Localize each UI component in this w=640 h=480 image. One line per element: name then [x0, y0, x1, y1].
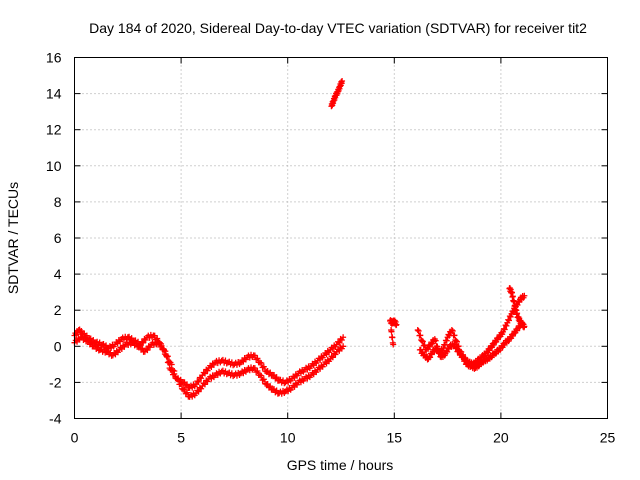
data-point	[267, 383, 274, 390]
x-tick-label: 10	[280, 430, 296, 446]
data-point	[435, 349, 442, 356]
data-point	[338, 336, 345, 343]
x-tick-label: 20	[493, 430, 509, 446]
x-tick-label: 15	[387, 430, 403, 446]
y-tick-label: 8	[54, 194, 62, 210]
data-point	[388, 328, 395, 335]
data-point	[457, 350, 464, 357]
y-tick-label: 2	[54, 302, 62, 318]
x-tick-label: 0	[71, 430, 79, 446]
data-point	[419, 338, 426, 345]
data-point	[448, 327, 455, 334]
x-tick-labels: 0 5 10 15 20 25	[71, 430, 616, 446]
data-point	[507, 313, 514, 320]
y-tick-label: 10	[46, 158, 62, 174]
y-tick-label: 14	[46, 86, 62, 102]
data-point	[169, 367, 176, 374]
data-point	[432, 337, 439, 344]
data-points	[71, 77, 528, 400]
data-point	[171, 368, 178, 375]
data-point	[198, 375, 205, 382]
y-axis-title: SDTVAR / TECUs	[5, 182, 21, 294]
data-point	[254, 355, 261, 362]
data-point	[258, 372, 265, 379]
grid-lines	[74, 57, 608, 419]
chart-title: Day 184 of 2020, Sidereal Day-to-day VTE…	[89, 20, 587, 36]
data-point	[259, 364, 266, 371]
data-point	[161, 346, 168, 353]
x-axis-title: GPS time / hours	[287, 457, 394, 473]
y-tick-label: 4	[54, 266, 62, 282]
data-point	[273, 374, 280, 381]
data-point	[173, 375, 180, 382]
y-tick-label: 16	[46, 50, 62, 66]
data-point	[184, 381, 191, 388]
data-point	[88, 339, 95, 346]
data-point	[390, 341, 397, 348]
axis-ticks	[74, 57, 608, 419]
data-point	[506, 317, 513, 324]
data-point	[340, 334, 347, 341]
data-point	[340, 343, 347, 350]
y-tick-labels: -4 -2 0 2 4 6 8 10 12 14 16	[46, 50, 62, 427]
data-point	[184, 389, 191, 396]
data-point	[164, 353, 171, 360]
x-tick-label: 25	[600, 430, 616, 446]
data-point	[162, 348, 169, 355]
data-point	[434, 345, 441, 352]
data-point	[442, 342, 449, 349]
data-point	[521, 323, 528, 330]
data-point	[462, 357, 469, 364]
data-point	[443, 337, 450, 344]
data-point	[254, 368, 261, 375]
data-point	[339, 77, 346, 84]
data-point	[521, 292, 528, 299]
data-point	[146, 344, 153, 351]
data-point	[389, 334, 396, 341]
data-point	[260, 376, 267, 383]
data-point	[417, 332, 424, 339]
data-point	[453, 337, 460, 344]
data-point	[198, 385, 205, 392]
data-point	[204, 367, 211, 374]
data-point	[414, 327, 421, 334]
data-point	[503, 322, 510, 329]
data-point	[260, 363, 267, 370]
y-tick-label: 6	[54, 230, 62, 246]
plot-frame	[74, 57, 608, 419]
data-point	[158, 342, 165, 349]
data-point	[195, 378, 202, 385]
y-tick-label: -2	[49, 374, 62, 390]
data-point	[177, 381, 184, 388]
data-point	[415, 327, 422, 334]
y-tick-label: 0	[54, 338, 62, 354]
data-point	[332, 351, 339, 358]
data-point	[258, 360, 265, 367]
data-point	[501, 326, 508, 333]
data-point	[175, 376, 182, 383]
data-point	[166, 358, 173, 365]
data-point	[420, 342, 427, 349]
data-point	[449, 327, 456, 334]
data-point	[142, 336, 149, 343]
y-tick-label: 12	[46, 122, 62, 138]
data-point	[453, 344, 460, 351]
data-point	[168, 361, 175, 368]
data-point	[194, 378, 201, 385]
x-tick-label: 5	[177, 430, 185, 446]
data-point	[259, 377, 266, 384]
y-tick-label: -4	[49, 411, 62, 427]
data-point	[451, 332, 458, 339]
data-point	[393, 321, 400, 328]
data-point	[139, 345, 146, 352]
data-point	[204, 378, 211, 385]
